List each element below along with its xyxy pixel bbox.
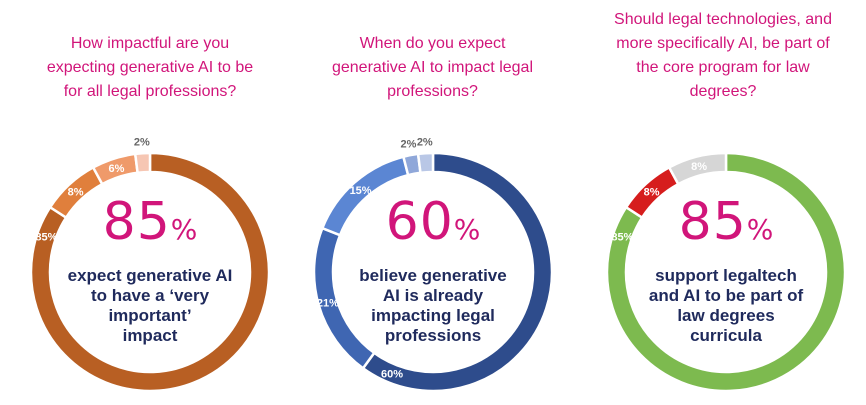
donut-chart-2: 60% 21% 15% 2% 2% [312, 136, 554, 393]
donut-chart-1: 85% 8% 6% 2% [29, 136, 271, 393]
donut-slice [605, 151, 847, 393]
slice-label: 21% [317, 298, 339, 310]
question-2: When do you expect generative AI to impa… [331, 35, 533, 100]
big-percentage-3: 85% [678, 192, 774, 252]
slice-label: 8% [644, 187, 660, 199]
donut-slice [29, 151, 271, 393]
slice-label: 60% [381, 369, 403, 381]
slice-label: 85% [35, 231, 57, 243]
question-3: Should legal technologies, and more spec… [614, 11, 832, 100]
donut-chart-3: 85% 8% 8% [605, 151, 847, 393]
big-percentage-2: 60% [385, 192, 481, 252]
question-1: How impactful are you expecting generati… [46, 35, 254, 100]
caption-1: expect generative AI to have a ‘very imp… [67, 266, 233, 345]
slice-label: 15% [350, 185, 372, 197]
slice-label: 8% [68, 187, 84, 199]
caption-2: believe generative AI is already impacti… [359, 266, 507, 345]
slice-label: 2% [400, 138, 416, 150]
slice-label: 6% [109, 163, 125, 175]
donut-slice [416, 151, 435, 175]
caption-3: support legaltech and AI to be part of l… [648, 266, 804, 345]
big-percentage-1: 85% [102, 192, 198, 252]
slice-label: 85% [611, 231, 633, 243]
slice-label: 8% [691, 161, 707, 173]
slice-label: 2% [134, 136, 150, 148]
donut-slice [667, 151, 728, 186]
slice-label: 2% [417, 136, 433, 148]
donut-slice [133, 151, 152, 175]
